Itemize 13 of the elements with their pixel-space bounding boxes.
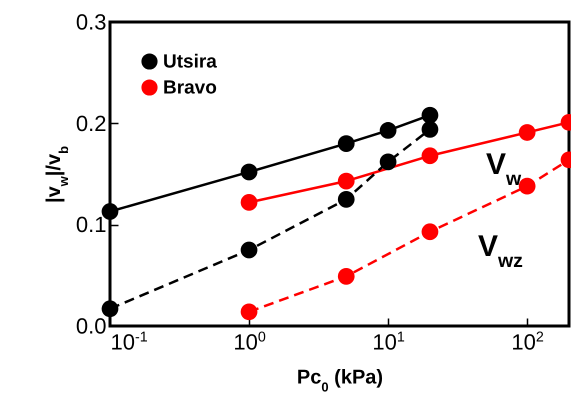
y-tick-label: 0.2 (76, 110, 106, 136)
legend-label: Utsira (163, 52, 218, 72)
x-tick-label: 10$^{0}$ (233, 330, 266, 354)
legend-label: Bravo (163, 78, 217, 98)
y-tick-label: 0.1 (76, 212, 106, 238)
y-tick-label: 0.3 (76, 10, 106, 34)
x-axis-title: Pc$_{0}$ (kPa) (296, 366, 384, 394)
x-tick-label: 10$^{2}$ (511, 330, 544, 354)
y-tick-label: 0.0 (76, 314, 106, 338)
annotation: V$_{wz}$ (478, 230, 524, 272)
annotation: V$_{w}$ (486, 148, 522, 190)
x-tick-label: 10$^{-1}$ (110, 330, 148, 354)
x-tick-label: 10$^{1}$ (372, 330, 405, 354)
